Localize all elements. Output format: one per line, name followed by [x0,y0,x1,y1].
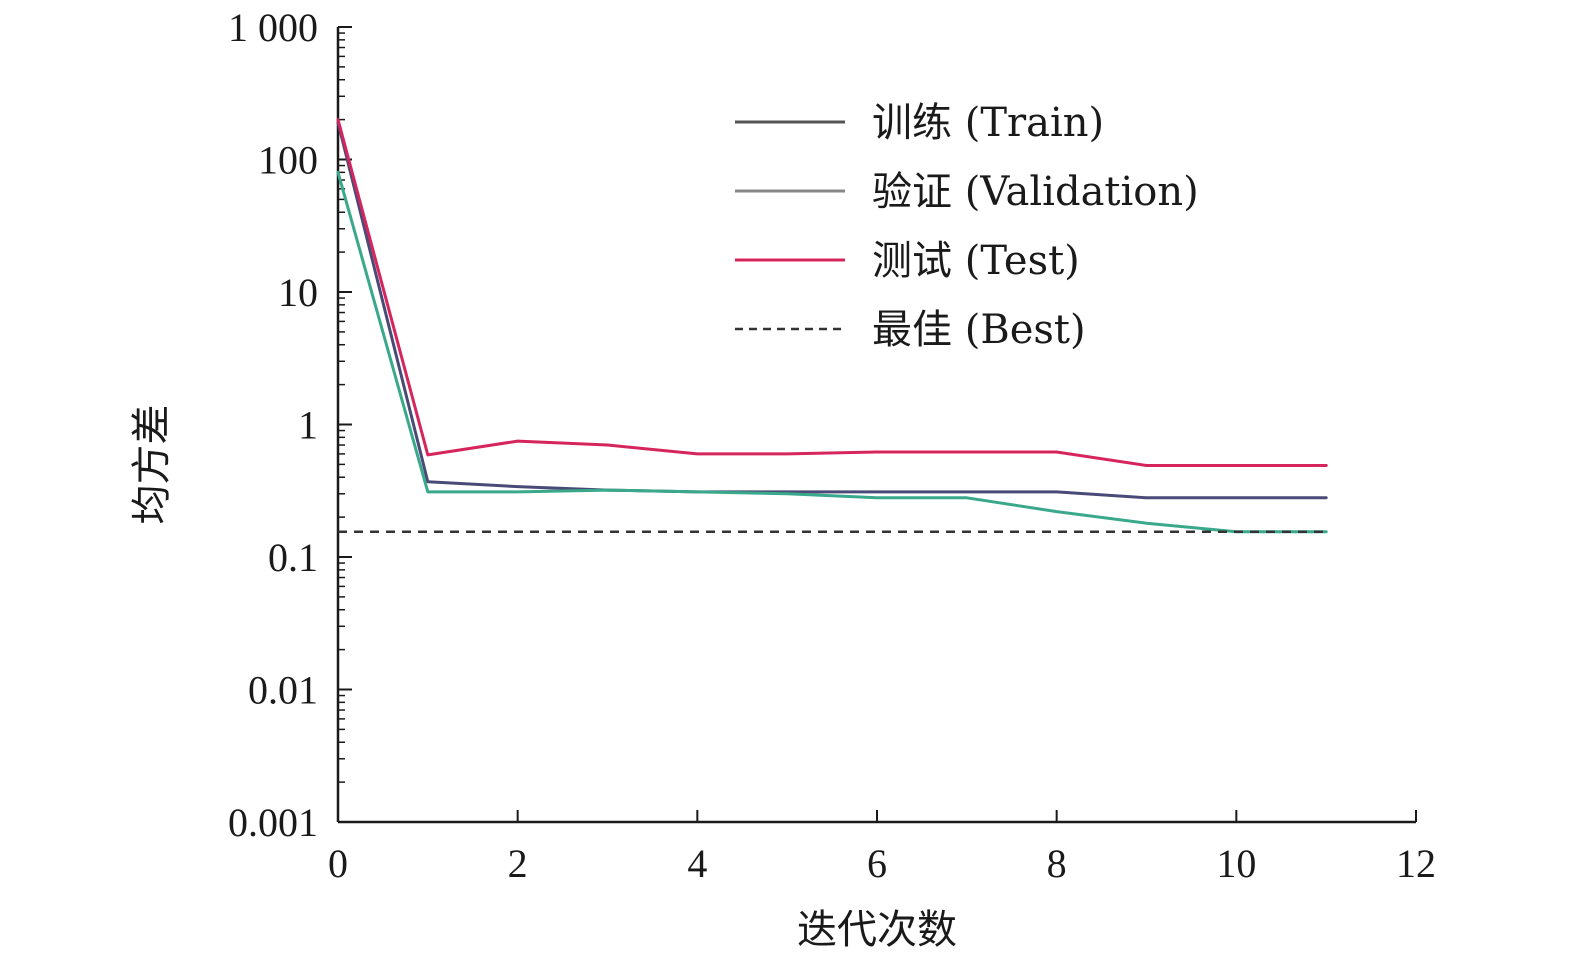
tick-marks [337,26,1417,823]
series-line-0 [336,121,1328,500]
legend-label-3: 最佳 (Best) [872,307,1086,353]
x-axis-title: 迭代次数 [797,907,957,953]
y-axis-title: 均方差 [129,405,175,525]
legend-label-1: 验证 (Validation) [872,169,1199,215]
y-tick-label: 100 [258,138,318,183]
x-tick-label: 8 [1047,841,1067,886]
legend-label-2: 测试 (Test) [872,238,1080,284]
axes [336,27,1416,824]
legend: 训练 (Train) 验证 (Validation) 测试 (Test) 最佳 (Be… [735,100,1199,353]
series-line-1 [336,170,1328,534]
x-tick-label: 10 [1216,841,1256,886]
y-tick-label: 0.001 [228,800,318,845]
y-tick-label: 0.01 [248,668,318,713]
tick-labels: 0 2 4 6 8 10 12 0.001 0.01 0.1 1 10 100 1 000 [228,5,1436,886]
x-tick-label: 6 [867,841,887,886]
x-tick-label: 0 [328,841,348,886]
series-line-2 [336,118,1328,467]
x-tick-label: 2 [508,841,528,886]
x-tick-label: 4 [687,841,707,886]
y-tick-label: 10 [278,270,318,315]
legend-label-0: 训练 (Train) [872,100,1104,146]
y-tick-label: 0.1 [268,535,318,580]
x-tick-label: 12 [1396,841,1436,886]
y-tick-label: 1 000 [228,5,318,50]
series-lines [336,118,1328,534]
y-tick-label: 1 [298,403,318,448]
